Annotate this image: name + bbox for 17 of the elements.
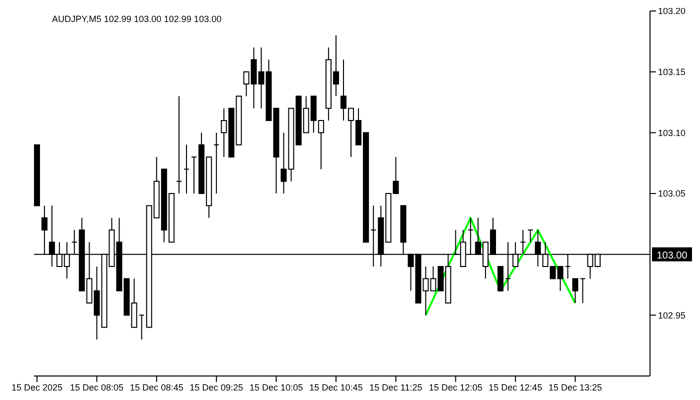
ref-line-label: 103.00 (656, 250, 688, 262)
x-tick-label: 15 Dec 09:25 (190, 382, 244, 392)
chart-title: AUDJPY,M5 102.99 103.00 102.99 103.00 (52, 14, 222, 24)
x-tick-label: 15 Dec 12:05 (428, 382, 482, 392)
y-tick-label: 103.15 (658, 67, 686, 78)
x-tick-label: 15 Dec 13:25 (548, 382, 602, 392)
x-tick-label: 15 Dec 12:45 (488, 382, 542, 392)
x-tick-label: 15 Dec 2025 (11, 382, 63, 392)
y-tick-label: 103.20 (658, 6, 686, 16)
y-tick-label: 102.95 (658, 310, 686, 320)
x-tick-label: 15 Dec 10:05 (249, 382, 303, 392)
x-tick-label: 15 Dec 10:45 (309, 382, 363, 392)
x-tick-label: 15 Dec 08:45 (130, 382, 184, 392)
x-tick-label: 15 Dec 08:05 (70, 382, 124, 392)
x-tick-label: 15 Dec 11:25 (369, 382, 422, 392)
y-tick-label: 103.10 (658, 128, 686, 138)
y-tick-label: 103.05 (658, 188, 686, 199)
